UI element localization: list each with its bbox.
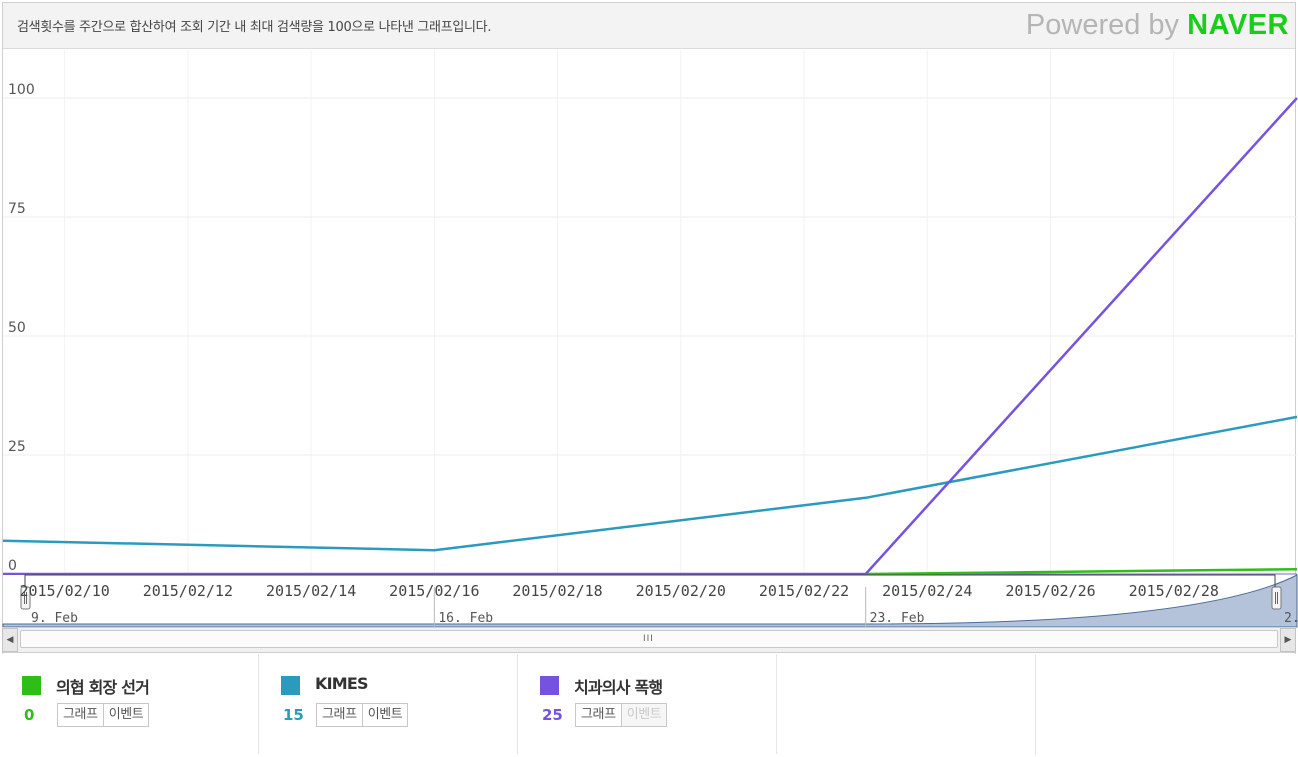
chart-header: 검색횟수를 주간으로 합산하여 조회 기간 내 최대 검색량을 100으로 나타… [3, 3, 1295, 49]
legend-value: 25 [542, 706, 563, 724]
legend-item: 의협 회장 선거 0 그래프 이벤트 [2, 654, 259, 754]
x-tick-label: 2015/02/28 [1129, 582, 1219, 600]
navigator-week-label: 16. Feb [438, 611, 493, 626]
y-tick-label: 0 [8, 558, 17, 574]
range-scrollbar[interactable]: ◀ III ▶ [2, 627, 1296, 653]
line-chart: 0 25 50 75 100 9. Feb 16. Feb 23. Feb 2. 2015/0… [2, 50, 1298, 628]
x-tick-label: 2015/02/14 [266, 582, 356, 600]
y-tick-label: 25 [8, 439, 26, 455]
arrow-left-icon: ◀ [6, 635, 14, 645]
event-toggle-button[interactable]: 이벤트 [362, 703, 409, 727]
navigator-selection-outline [24, 574, 1276, 587]
navigator-area [2, 574, 1298, 628]
navigator-week-label: 9. Feb [31, 611, 78, 626]
legend-swatch [540, 676, 559, 695]
naver-logo: NAVER [1187, 9, 1289, 41]
graph-toggle-button[interactable]: 그래프 [316, 703, 363, 727]
scroll-right-button[interactable]: ▶ [1280, 628, 1296, 652]
legend-swatch [281, 676, 300, 695]
navigator-left-handle[interactable] [20, 586, 31, 610]
x-tick-label: 2015/02/24 [882, 582, 972, 600]
legend-swatch [22, 676, 41, 695]
x-axis: 2015/02/10 2015/02/12 2015/02/14 2015/02/16… [19, 582, 1218, 600]
legend-value: 15 [283, 706, 304, 724]
x-tick-label: 2015/02/12 [143, 582, 233, 600]
event-toggle-button: 이벤트 [621, 703, 668, 727]
legend-value: 0 [24, 706, 35, 724]
x-tick-label: 2015/02/22 [759, 582, 849, 600]
graph-toggle-button[interactable]: 그래프 [57, 703, 104, 727]
series-lines [2, 97, 1298, 576]
series-line [3, 97, 1298, 576]
navigator-week-label: 2. [1284, 611, 1298, 626]
y-axis: 0 25 50 75 100 [3, 82, 1297, 575]
x-tick-label: 2015/02/26 [1005, 582, 1095, 600]
legend-term: 의협 회장 선거 [56, 678, 150, 697]
powered-by-naver[interactable]: Powered by NAVER [1026, 7, 1289, 43]
legend: 의협 회장 선거 0 그래프 이벤트 KIMES 15 그래프 이벤트 치과의사… [2, 654, 1296, 754]
legend-term: 치과의사 폭행 [574, 678, 663, 697]
series-line [865, 567, 1298, 576]
chart-description: 검색횟수를 주간으로 합산하여 조회 기간 내 최대 검색량을 100으로 나타… [17, 20, 492, 35]
handle-body [1271, 586, 1282, 610]
legend-term: KIMES [315, 674, 369, 693]
scrollbar-thumb[interactable]: III [20, 630, 1278, 648]
x-tick-label: 2015/02/20 [636, 582, 726, 600]
navigator[interactable]: 9. Feb 16. Feb 23. Feb 2. [2, 574, 1298, 628]
y-tick-label: 50 [8, 320, 26, 336]
series-line [2, 415, 1298, 552]
graph-toggle-button[interactable]: 그래프 [575, 703, 622, 727]
event-toggle-button[interactable]: 이벤트 [103, 703, 150, 727]
legend-item: 치과의사 폭행 25 그래프 이벤트 [520, 654, 777, 754]
scroll-left-button[interactable]: ◀ [2, 628, 18, 652]
grip-icon: III [643, 634, 654, 644]
legend-item: KIMES 15 그래프 이벤트 [261, 654, 518, 754]
x-tick-label: 2015/02/18 [512, 582, 602, 600]
y-tick-label: 75 [8, 201, 26, 217]
y-tick-label: 100 [8, 82, 35, 98]
legend-empty-cell [779, 654, 1036, 754]
powered-by-label: Powered by [1025, 9, 1180, 41]
x-tick-label: 2015/02/16 [389, 582, 479, 600]
navigator-week-label: 23. Feb [870, 611, 925, 626]
navigator-right-handle[interactable] [1271, 586, 1282, 610]
arrow-right-icon: ▶ [1284, 635, 1292, 645]
legend-empty-cell [1038, 654, 1295, 754]
x-tick-label: 2015/02/10 [19, 582, 109, 600]
